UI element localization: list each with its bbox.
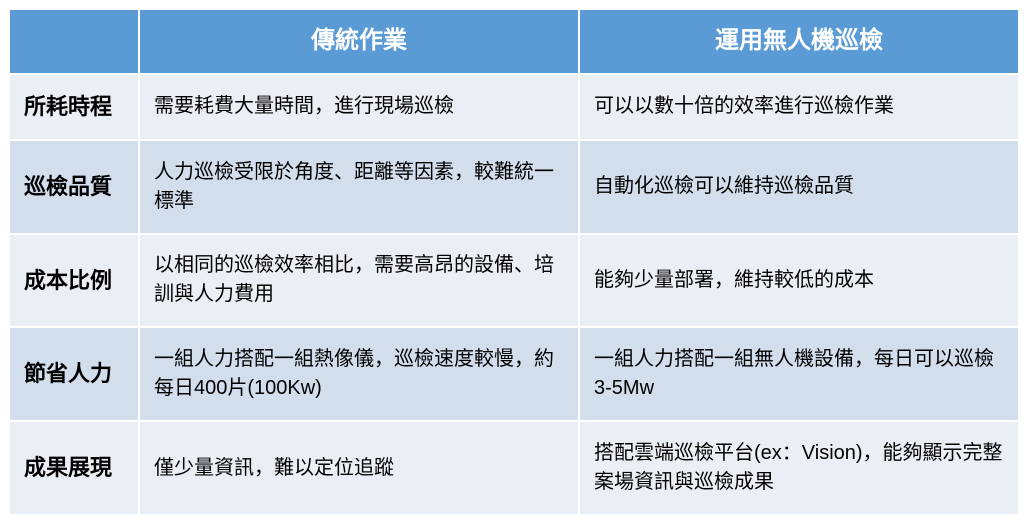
table-row: 節省人力 一組人力搭配一組熱像儀，巡檢速度較慢，約每日400片(100Kw) 一… [9,327,1019,421]
cell-drone: 搭配雲端巡檢平台(ex：Vision)，能夠顯示完整案場資訊與巡檢成果 [579,421,1019,515]
table-row: 巡檢品質 人力巡檢受限於角度、距離等因素，較難統一標準 自動化巡檢可以維持巡檢品… [9,140,1019,234]
comparison-table-wrapper: 傳統作業 運用無人機巡檢 所耗時程 需要耗費大量時間，進行現場巡檢 可以以數十倍… [0,0,1024,524]
table-header-row: 傳統作業 運用無人機巡檢 [9,9,1019,74]
cell-traditional: 人力巡檢受限於角度、距離等因素，較難統一標準 [139,140,579,234]
row-label-cost: 成本比例 [9,234,139,328]
table-row: 成果展現 僅少量資訊，難以定位追蹤 搭配雲端巡檢平台(ex：Vision)，能夠… [9,421,1019,515]
cell-traditional: 以相同的巡檢效率相比，需要高昂的設備、培訓與人力費用 [139,234,579,328]
header-col-traditional: 傳統作業 [139,9,579,74]
cell-drone: 能夠少量部署，維持較低的成本 [579,234,1019,328]
cell-drone: 一組人力搭配一組無人機設備，每日可以巡檢3-5Mw [579,327,1019,421]
table-row: 成本比例 以相同的巡檢效率相比，需要高昂的設備、培訓與人力費用 能夠少量部署，維… [9,234,1019,328]
row-label-results: 成果展現 [9,421,139,515]
header-col-drone: 運用無人機巡檢 [579,9,1019,74]
header-blank [9,9,139,74]
cell-traditional: 僅少量資訊，難以定位追蹤 [139,421,579,515]
cell-drone: 可以以數十倍的效率進行巡檢作業 [579,74,1019,140]
row-label-manpower: 節省人力 [9,327,139,421]
row-label-quality: 巡檢品質 [9,140,139,234]
row-label-time: 所耗時程 [9,74,139,140]
table-row: 所耗時程 需要耗費大量時間，進行現場巡檢 可以以數十倍的效率進行巡檢作業 [9,74,1019,140]
comparison-table: 傳統作業 運用無人機巡檢 所耗時程 需要耗費大量時間，進行現場巡檢 可以以數十倍… [8,8,1020,516]
cell-drone: 自動化巡檢可以維持巡檢品質 [579,140,1019,234]
cell-traditional: 一組人力搭配一組熱像儀，巡檢速度較慢，約每日400片(100Kw) [139,327,579,421]
cell-traditional: 需要耗費大量時間，進行現場巡檢 [139,74,579,140]
